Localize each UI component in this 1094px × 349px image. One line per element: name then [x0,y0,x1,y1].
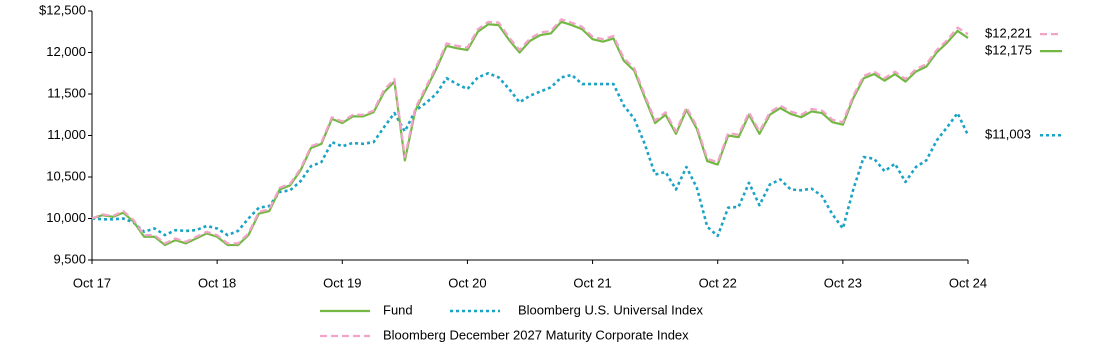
end-value-label: $12,175 [985,43,1032,58]
y-tick-label: 10,500 [46,168,86,183]
x-tick-label: Oct 17 [73,275,111,290]
legend-label: Bloomberg December 2027 Maturity Corpora… [383,327,689,342]
y-tick-label: 9,500 [53,251,86,266]
x-tick-label: Oct 20 [448,275,486,290]
x-tick-label: Oct 24 [949,275,987,290]
x-tick-label: Oct 19 [323,275,361,290]
y-tick-label: 10,000 [46,210,86,225]
x-tick-label: Oct 18 [198,275,236,290]
y-tick-label: 11,500 [47,85,86,100]
end-value-label: $12,221 [985,26,1032,41]
legend-label: Bloomberg U.S. Universal Index [518,302,703,317]
series-line [91,20,969,247]
y-tick-label: 12,000 [46,44,86,59]
y-tick-label: 11,000 [47,127,86,142]
y-tick-label: $12,500 [39,2,86,17]
end-value-label: $11,003 [985,127,1031,142]
x-tick-label: Oct 22 [699,275,737,290]
legend-label: Fund [383,302,413,317]
series-line [91,18,969,245]
x-tick-label: Oct 21 [573,275,611,290]
x-tick-label: Oct 23 [824,275,862,290]
series-line [91,71,970,238]
